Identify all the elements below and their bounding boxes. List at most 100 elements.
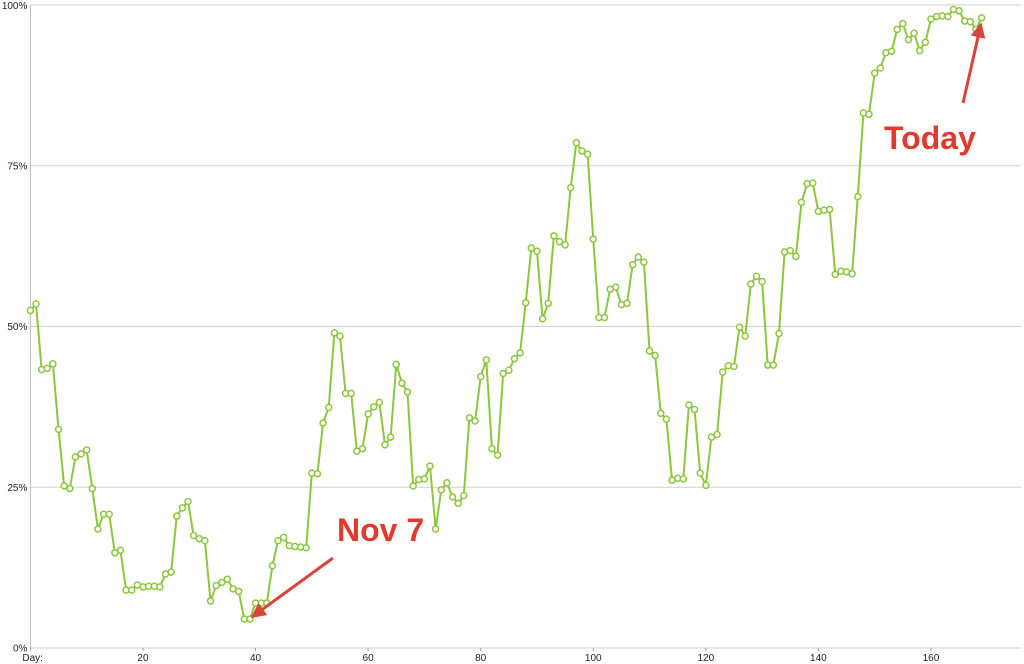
data-point [544,299,552,308]
data-point [899,19,907,28]
data-point [640,258,648,266]
data-point [775,329,783,338]
x-tick-label: 40 [250,653,262,664]
data-point [420,475,429,483]
data-point [493,451,502,459]
data-point [758,277,766,286]
data-point [167,568,175,576]
data-point [364,410,372,418]
data-point [516,349,524,357]
y-tick-label: 0% [13,644,28,655]
data-point [533,247,541,256]
data-point [127,586,136,594]
annotation: Today [884,120,976,156]
data-point [88,484,97,493]
data-point [369,403,378,411]
data-point [94,525,102,533]
data-point [184,497,192,506]
data-point [600,313,609,322]
data-point [741,332,749,340]
data-point [696,469,704,477]
data-point [566,183,575,192]
x-tick-label: 120 [697,653,714,664]
data-line [29,8,983,621]
data-point [43,364,52,373]
data-point [747,280,755,288]
data-point [628,261,637,269]
data-point [49,360,57,368]
data-point [583,150,592,158]
data-point [465,414,474,422]
x-tick-label: 60 [363,653,375,664]
data-point [476,372,485,381]
data-point [32,300,40,308]
data-point [218,578,226,587]
data-point [431,525,440,533]
data-point [792,252,800,261]
annotation-arrow [961,22,986,104]
data-point [398,379,406,387]
data-point [105,510,113,519]
data-point [521,298,530,307]
data-point [887,47,896,56]
data-point [454,499,462,508]
data-point [375,398,384,407]
data-point [865,110,873,119]
data-point [769,361,778,369]
data-point [156,583,164,591]
y-tick-label: 100% [2,1,28,12]
data-point [645,347,654,355]
data-point [212,581,220,590]
data-point [718,368,727,376]
data-point [572,138,581,147]
data-point [797,198,806,207]
data-point [578,147,586,155]
data-point [54,425,63,434]
data-point [752,272,761,281]
data-point [786,246,794,255]
data-point [26,306,35,315]
data-point [915,46,924,55]
data-point [690,405,699,414]
data-point [825,205,834,214]
data-point [403,388,412,396]
data-point [730,362,738,371]
data-point [426,462,434,470]
data-point [876,64,885,72]
data-point [904,35,913,44]
data-point [623,299,631,308]
data-point [330,329,339,337]
x-tick-label: 140 [810,653,827,664]
data-point [679,475,688,483]
data-point [437,486,446,494]
y-tick-label: 75% [7,161,27,172]
data-point [662,415,671,423]
data-point [448,493,457,501]
data-point [279,533,288,542]
data-point [66,484,74,493]
data-point [735,323,744,331]
data-point [808,179,817,187]
data-point [831,270,840,279]
data-point [82,446,91,454]
data-point [550,232,558,240]
data-point [651,351,659,360]
x-tick-label: 20 [137,653,149,664]
data-point [482,356,491,364]
data-point [910,29,918,38]
data-point [409,482,417,490]
data-point [172,512,181,520]
data-point [358,444,367,453]
data-point [488,444,496,453]
data-point [302,543,310,552]
data-point [319,419,327,427]
data-point [347,389,355,398]
data-point [206,597,215,605]
data-point [223,575,232,583]
data-point [336,332,344,340]
data-point [893,25,901,34]
data-point [386,433,395,441]
data-point [527,244,536,252]
data-point [510,354,519,363]
